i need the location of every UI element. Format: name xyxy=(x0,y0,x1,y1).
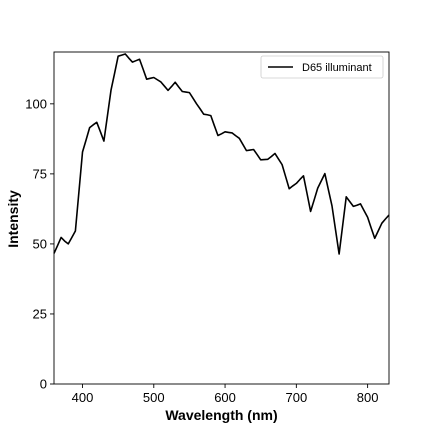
y-tick-label: 0 xyxy=(40,377,47,392)
y-axis: 0 25 50 75 100 xyxy=(25,96,54,392)
x-tick-label: 400 xyxy=(72,390,94,405)
x-tick-label: 800 xyxy=(357,390,379,405)
x-axis-title: Wavelength (nm) xyxy=(165,407,277,423)
y-tick-label: 100 xyxy=(25,96,47,111)
x-axis: 400 500 600 700 800 xyxy=(72,384,379,405)
legend-label: D65 illuminant xyxy=(302,62,372,74)
x-tick-label: 700 xyxy=(285,390,307,405)
series-line-d65-illuminant xyxy=(53,53,390,255)
series-layer xyxy=(53,53,390,255)
y-axis-title: Intensity xyxy=(5,190,21,248)
x-tick-label: 500 xyxy=(143,390,165,405)
y-tick-label: 25 xyxy=(33,306,47,321)
y-tick-label: 75 xyxy=(33,166,47,181)
y-tick-label: 50 xyxy=(33,236,47,251)
x-tick-label: 600 xyxy=(214,390,236,405)
legend: D65 illuminant xyxy=(260,55,384,79)
plot-frame xyxy=(53,51,390,385)
legend-box xyxy=(260,55,384,79)
